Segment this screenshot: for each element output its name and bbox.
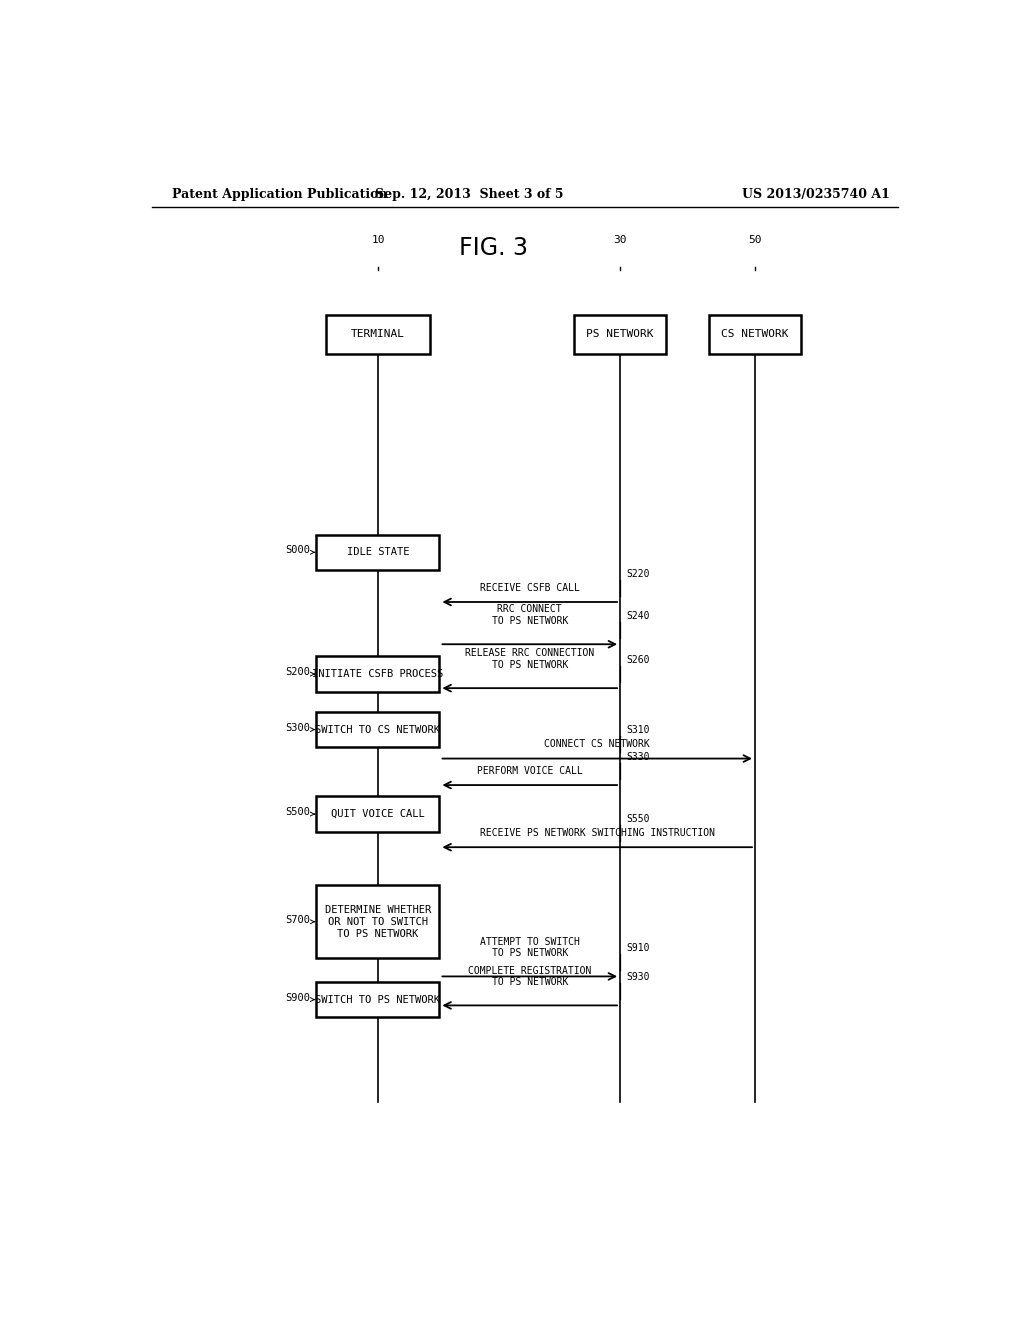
Text: COMPLETE REGISTRATION
TO PS NETWORK: COMPLETE REGISTRATION TO PS NETWORK — [468, 965, 592, 987]
Text: S910: S910 — [627, 942, 650, 953]
Text: 30: 30 — [613, 235, 627, 246]
Bar — [710, 315, 801, 354]
Text: S200: S200 — [285, 667, 310, 677]
Text: ATTEMPT TO SWITCH
TO PS NETWORK: ATTEMPT TO SWITCH TO PS NETWORK — [480, 936, 580, 958]
Text: 10: 10 — [372, 235, 385, 246]
Text: IDLE STATE: IDLE STATE — [347, 548, 410, 557]
Text: SWITCH TO PS NETWORK: SWITCH TO PS NETWORK — [315, 994, 440, 1005]
Text: PERFORM VOICE CALL: PERFORM VOICE CALL — [477, 766, 583, 776]
Text: SWITCH TO CS NETWORK: SWITCH TO CS NETWORK — [315, 725, 440, 734]
Text: RRC CONNECT
TO PS NETWORK: RRC CONNECT TO PS NETWORK — [492, 605, 568, 626]
Text: CS NETWORK: CS NETWORK — [721, 330, 788, 339]
Bar — [316, 886, 439, 958]
Text: Sep. 12, 2013  Sheet 3 of 5: Sep. 12, 2013 Sheet 3 of 5 — [375, 189, 563, 202]
Bar — [327, 315, 430, 354]
Text: S500: S500 — [285, 807, 310, 817]
Text: RECEIVE CSFB CALL: RECEIVE CSFB CALL — [480, 583, 580, 593]
Bar — [574, 315, 666, 354]
Text: TERMINAL: TERMINAL — [351, 330, 404, 339]
Text: S260: S260 — [627, 655, 650, 665]
Text: DETERMINE WHETHER
OR NOT TO SWITCH
TO PS NETWORK: DETERMINE WHETHER OR NOT TO SWITCH TO PS… — [325, 904, 431, 939]
Text: S700: S700 — [285, 915, 310, 925]
Bar — [316, 796, 439, 832]
Text: 50: 50 — [749, 235, 762, 246]
Bar — [316, 982, 439, 1018]
Text: RECEIVE PS NETWORK SWITCHING INSTRUCTION: RECEIVE PS NETWORK SWITCHING INSTRUCTION — [479, 828, 715, 838]
Text: PS NETWORK: PS NETWORK — [587, 330, 653, 339]
Text: RELEASE RRC CONNECTION
TO PS NETWORK: RELEASE RRC CONNECTION TO PS NETWORK — [465, 648, 594, 669]
Text: S300: S300 — [285, 722, 310, 733]
Text: S220: S220 — [627, 569, 650, 578]
Text: S240: S240 — [627, 611, 650, 620]
Bar — [316, 535, 439, 570]
Text: FIG. 3: FIG. 3 — [459, 236, 527, 260]
Text: S550: S550 — [627, 814, 650, 824]
Text: S310: S310 — [627, 725, 650, 735]
Text: CONNECT CS NETWORK: CONNECT CS NETWORK — [545, 739, 650, 750]
Text: QUIT VOICE CALL: QUIT VOICE CALL — [331, 809, 425, 818]
Text: Patent Application Publication: Patent Application Publication — [172, 189, 387, 202]
Text: S000: S000 — [285, 545, 310, 556]
Text: S900: S900 — [285, 993, 310, 1003]
Bar — [316, 711, 439, 747]
Text: S930: S930 — [627, 972, 650, 982]
Text: US 2013/0235740 A1: US 2013/0235740 A1 — [742, 189, 890, 202]
Bar — [316, 656, 439, 692]
Text: S330: S330 — [627, 751, 650, 762]
Text: INITIATE CSFB PROCESS: INITIATE CSFB PROCESS — [312, 669, 443, 678]
